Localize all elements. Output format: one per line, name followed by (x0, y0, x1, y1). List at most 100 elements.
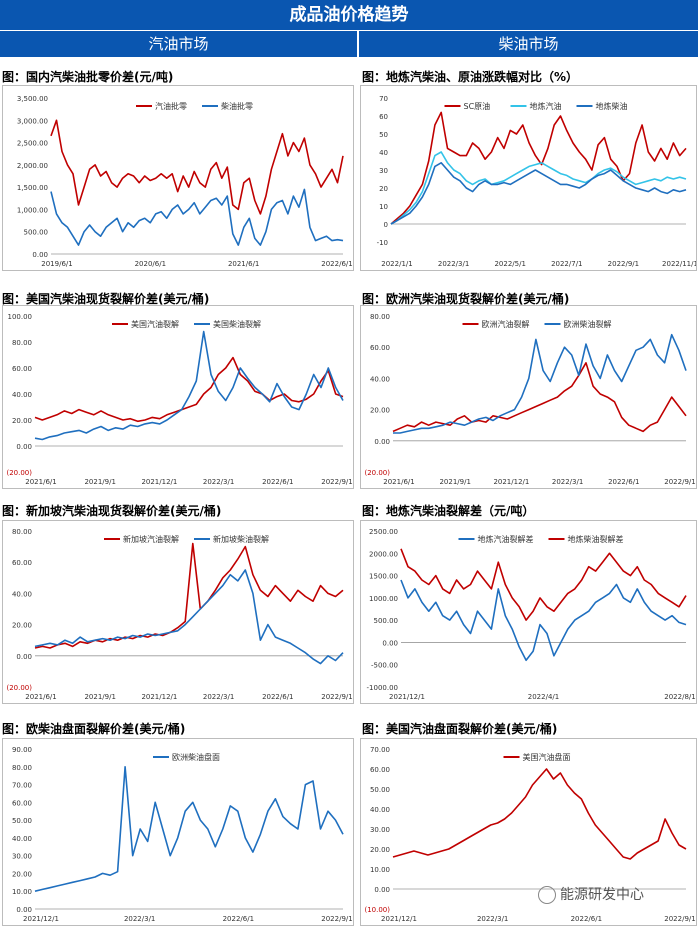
y-tick-label: 10.00 (370, 866, 390, 874)
x-tick-label: 2022/9/1 (608, 260, 639, 268)
y-tick-label: 0.00 (16, 906, 32, 914)
y-tick-label: 0.00 (32, 251, 48, 259)
legend-label: 地炼汽油 (530, 101, 562, 111)
y-tick-label: -1000.00 (367, 684, 398, 692)
y-tick-label: 1500.00 (369, 573, 398, 581)
chart-title: 图：欧柴油盘面裂解价差(美元/桶) (2, 722, 186, 736)
y-tick-label: 20.00 (12, 870, 32, 878)
chart-svg: 70 60 50 40 30 20 10 0 -10 2022/1/1 2022/3/1 2022/5… (377, 95, 698, 268)
x-tick-label: 2021/12/1 (141, 478, 177, 486)
series-line (392, 768, 687, 860)
y-tick-label: 20.00 (12, 622, 32, 630)
x-tick-label: 2021/6/1 (228, 260, 259, 268)
legend-label: 地炼柴油 (596, 101, 628, 111)
y-tick-label: (10.00) (364, 906, 390, 914)
y-tick-label: 1,500.00 (17, 184, 48, 192)
x-tick-label: 2021/9/1 (84, 693, 115, 701)
y-tick-label: 0.00 (16, 443, 32, 451)
wechat-icon (538, 886, 556, 904)
x-tick-label: 2022/6/1 (321, 260, 352, 268)
chart-title: 图：美国汽油盘面裂解价差(美元/桶) (362, 722, 558, 736)
y-tick-label: 50.00 (12, 817, 32, 825)
legend-label: 地炼柴油裂解差 (568, 534, 624, 544)
y-tick-label: 60 (379, 113, 388, 121)
y-tick-label: 70.00 (370, 746, 390, 754)
x-tick-label: 2022/8/1 (664, 693, 695, 701)
y-tick-label: 2000.00 (369, 550, 398, 558)
x-tick-label: 2022/9/1 (321, 478, 352, 486)
x-tick-label: 2022/3/1 (438, 260, 469, 268)
x-tick-label: 2022/5/1 (494, 260, 525, 268)
y-tick-label: 500.00 (374, 617, 399, 625)
x-tick-label: 2021/12/1 (493, 478, 529, 486)
x-tick-label: 2022/4/1 (528, 693, 559, 701)
y-tick-label: 20.00 (12, 417, 32, 425)
y-tick-label: 80.00 (12, 528, 32, 536)
y-tick-label: (20.00) (6, 469, 32, 477)
chart-c3: 100.00 80.00 60.00 40.00 20.00 0.00 (20.00) 202… (2, 305, 354, 489)
chart-c4: 80.00 60.00 40.00 20.00 0.00 (20.00) 2021/6/1 2… (360, 305, 697, 489)
x-tick-label: 2021/12/1 (389, 693, 425, 701)
y-tick-label: 50 (379, 131, 388, 139)
legend-label: 柴油批零 (221, 101, 253, 111)
x-tick-label: 2022/3/1 (552, 478, 583, 486)
y-tick-label: 1,000.00 (17, 206, 48, 214)
x-tick-label: 2022/3/1 (124, 915, 155, 923)
y-tick-label: 40.00 (12, 391, 32, 399)
y-tick-label: 3,500.00 (17, 95, 48, 103)
series-line (34, 356, 344, 423)
x-tick-label: 2022/3/1 (477, 915, 508, 923)
legend-label: 欧洲柴油盘面 (172, 752, 220, 762)
legend-label: 汽油批零 (155, 101, 187, 111)
legend-label: 地炼汽油裂解差 (478, 534, 534, 544)
section-diesel: 柴油市场 (359, 31, 698, 57)
chart-c8: 70.00 60.00 50.00 40.00 30.00 20.00 10.00 0.00 (… (360, 738, 697, 926)
chart-svg: 2500.00 2000.00 1500.00 1000.00 500.00 0.00 -5… (367, 528, 696, 701)
chart-title: 图：地炼汽柴油裂解差（元/吨） (362, 504, 535, 518)
y-tick-label: 50.00 (370, 786, 390, 794)
legend-label: 美国汽油裂解 (131, 319, 179, 329)
series-line (50, 188, 344, 246)
y-tick-label: (20.00) (364, 469, 390, 477)
series-line (393, 333, 687, 434)
x-tick-label: 2021/6/1 (25, 693, 56, 701)
y-tick-label: 70 (379, 95, 388, 103)
x-tick-label: 2022/7/1 (551, 260, 582, 268)
y-tick-label: 60.00 (370, 344, 390, 352)
series-line (50, 119, 344, 215)
series-line (392, 361, 687, 433)
series-line (34, 330, 344, 441)
y-tick-label: 60.00 (12, 559, 32, 567)
section-gasoline: 汽油市场 (0, 31, 357, 57)
y-tick-label: 2,000.00 (17, 162, 48, 170)
chart-svg: 3,500.00 3,000.00 2,500.00 2,000.00 1,500.00… (17, 95, 353, 268)
chart-title: 图：国内汽柴油批零价差(元/吨) (2, 70, 174, 84)
x-tick-label: 2021/12/1 (141, 693, 177, 701)
y-tick-label: 500.00 (24, 229, 49, 237)
series-line (390, 111, 687, 225)
series-line (34, 542, 344, 649)
chart-svg: 80.00 60.00 40.00 20.00 0.00 (20.00)2021/6/1 2… (364, 313, 695, 486)
x-tick-label: 2022/11/1 (662, 260, 696, 268)
y-tick-label: 60.00 (370, 766, 390, 774)
chart-c2: 70 60 50 40 30 20 10 0 -10 2022/1/1 2022/3/1 2022/5… (360, 85, 698, 271)
y-tick-label: 70.00 (12, 782, 32, 790)
y-tick-label: 80.00 (12, 764, 32, 772)
y-tick-label: 10.00 (12, 888, 32, 896)
chart-title: 图：地炼汽柴油、原油涨跌幅对比（%） (362, 70, 579, 84)
y-tick-label: 10 (379, 203, 388, 211)
y-tick-label: 20.00 (370, 407, 390, 415)
x-tick-label: 2022/6/1 (262, 478, 293, 486)
y-tick-label: 30.00 (370, 826, 390, 834)
x-tick-label: 2022/6/1 (223, 915, 254, 923)
series-line (34, 569, 344, 665)
x-tick-label: 2022/6/1 (608, 478, 639, 486)
y-tick-label: 30 (379, 167, 388, 175)
chart-svg: 70.00 60.00 50.00 40.00 30.00 20.00 10.00 0.00 (… (364, 746, 695, 923)
y-tick-label: (20.00) (6, 684, 32, 692)
chart-title: 图：美国汽柴油现货裂解价差(美元/桶) (2, 292, 210, 306)
x-tick-label: 2022/3/1 (203, 478, 234, 486)
x-tick-label: 2022/9/1 (664, 478, 695, 486)
x-tick-label: 2019/6/1 (41, 260, 72, 268)
y-tick-label: 80.00 (370, 313, 390, 321)
